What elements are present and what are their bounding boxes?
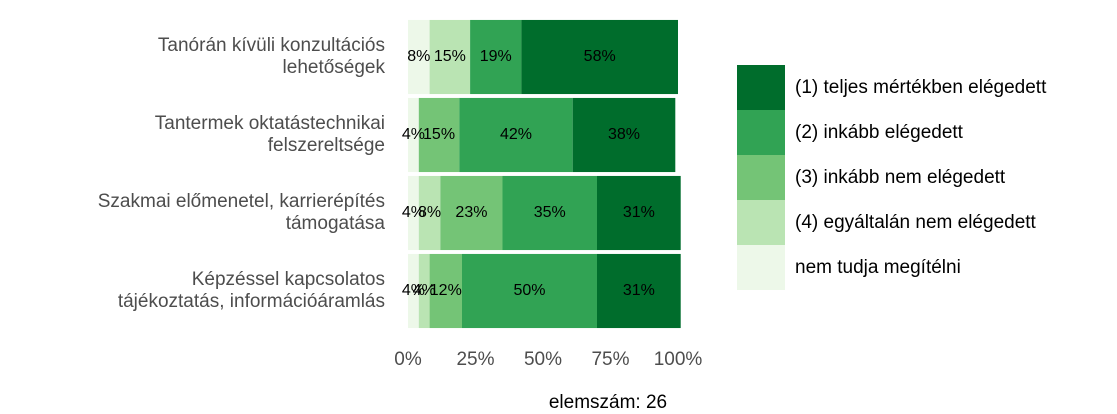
value-label: 19% <box>480 48 512 65</box>
value-label: 50% <box>513 282 545 299</box>
value-label: 4% <box>413 282 436 299</box>
value-label: 38% <box>608 126 640 143</box>
value-label: 8% <box>407 48 430 65</box>
category-label: lehetőségek <box>283 57 386 78</box>
legend-item: (1) teljes mértékben elégedett <box>737 65 1117 110</box>
bar-segment <box>429 19 471 95</box>
bar-segment <box>408 97 419 173</box>
bar-segment <box>408 175 419 251</box>
value-label: 8% <box>418 204 441 221</box>
bar-segment <box>418 253 430 329</box>
legend-item: nem tudja megítélni <box>737 245 1117 290</box>
bar-segment <box>418 175 441 251</box>
value-label: 4% <box>402 126 425 143</box>
bar-segment <box>429 253 462 329</box>
bar-segment <box>597 253 681 329</box>
bar-segment <box>462 253 597 329</box>
value-label: 35% <box>534 204 566 221</box>
x-tick-label: 100% <box>654 349 703 370</box>
x-tick-label: 75% <box>591 349 629 370</box>
bar-segment <box>440 175 503 251</box>
legend-item: (4) egyáltalán nem elégedett <box>737 200 1117 245</box>
bar-segment <box>521 19 678 95</box>
legend-swatch <box>737 65 785 110</box>
value-label: 42% <box>500 126 532 143</box>
bar-segment <box>470 19 522 95</box>
value-label: 4% <box>402 282 425 299</box>
x-label: elemszám: 26 <box>549 392 667 413</box>
legend-item: (3) inkább nem elégedett <box>737 155 1117 200</box>
bar-segment <box>408 253 419 329</box>
value-label: 15% <box>423 126 455 143</box>
value-label: 58% <box>584 48 616 65</box>
legend: (1) teljes mértékben elégedett (2) inkább… <box>737 65 1117 290</box>
value-label: 31% <box>623 204 655 221</box>
value-label: 12% <box>430 282 462 299</box>
legend-label: (3) inkább nem elégedett <box>795 166 1006 188</box>
legend-swatch <box>737 200 785 245</box>
category-label: Tanórán kívüli konzultációs <box>158 35 385 56</box>
category-label: támogatása <box>286 213 386 234</box>
category-label: tájékoztatás, információáramlás <box>118 291 385 312</box>
legend-swatch <box>737 155 785 200</box>
legend-swatch <box>737 110 785 155</box>
legend-label: nem tudja megítélni <box>795 256 961 278</box>
category-label: felszereltsége <box>268 135 385 156</box>
value-label: 4% <box>402 204 425 221</box>
x-tick-label: 0% <box>394 349 422 370</box>
x-tick-label: 25% <box>456 349 494 370</box>
legend-label: (1) teljes mértékben elégedett <box>795 76 1047 98</box>
bar-segment <box>459 97 573 173</box>
bar-segment <box>572 97 676 173</box>
value-label: 15% <box>434 48 466 65</box>
value-label: 31% <box>623 282 655 299</box>
legend-swatch <box>737 245 785 290</box>
category-label: Tantermek oktatástechnikai <box>155 113 385 134</box>
category-label: Képzéssel kapcsolatos <box>192 269 385 290</box>
bar-segment <box>502 175 597 251</box>
legend-label: (4) egyáltalán nem elégedett <box>795 211 1036 233</box>
bar-segment <box>597 175 681 251</box>
x-tick-label: 50% <box>524 349 562 370</box>
category-label: Szakmai előmenetel, karrierépítés <box>98 191 385 212</box>
legend-item: (2) inkább elégedett <box>737 110 1117 155</box>
legend-label: (2) inkább elégedett <box>795 121 963 143</box>
bar-segment <box>418 97 460 173</box>
bar-segment <box>408 19 430 95</box>
value-label: 23% <box>455 204 487 221</box>
